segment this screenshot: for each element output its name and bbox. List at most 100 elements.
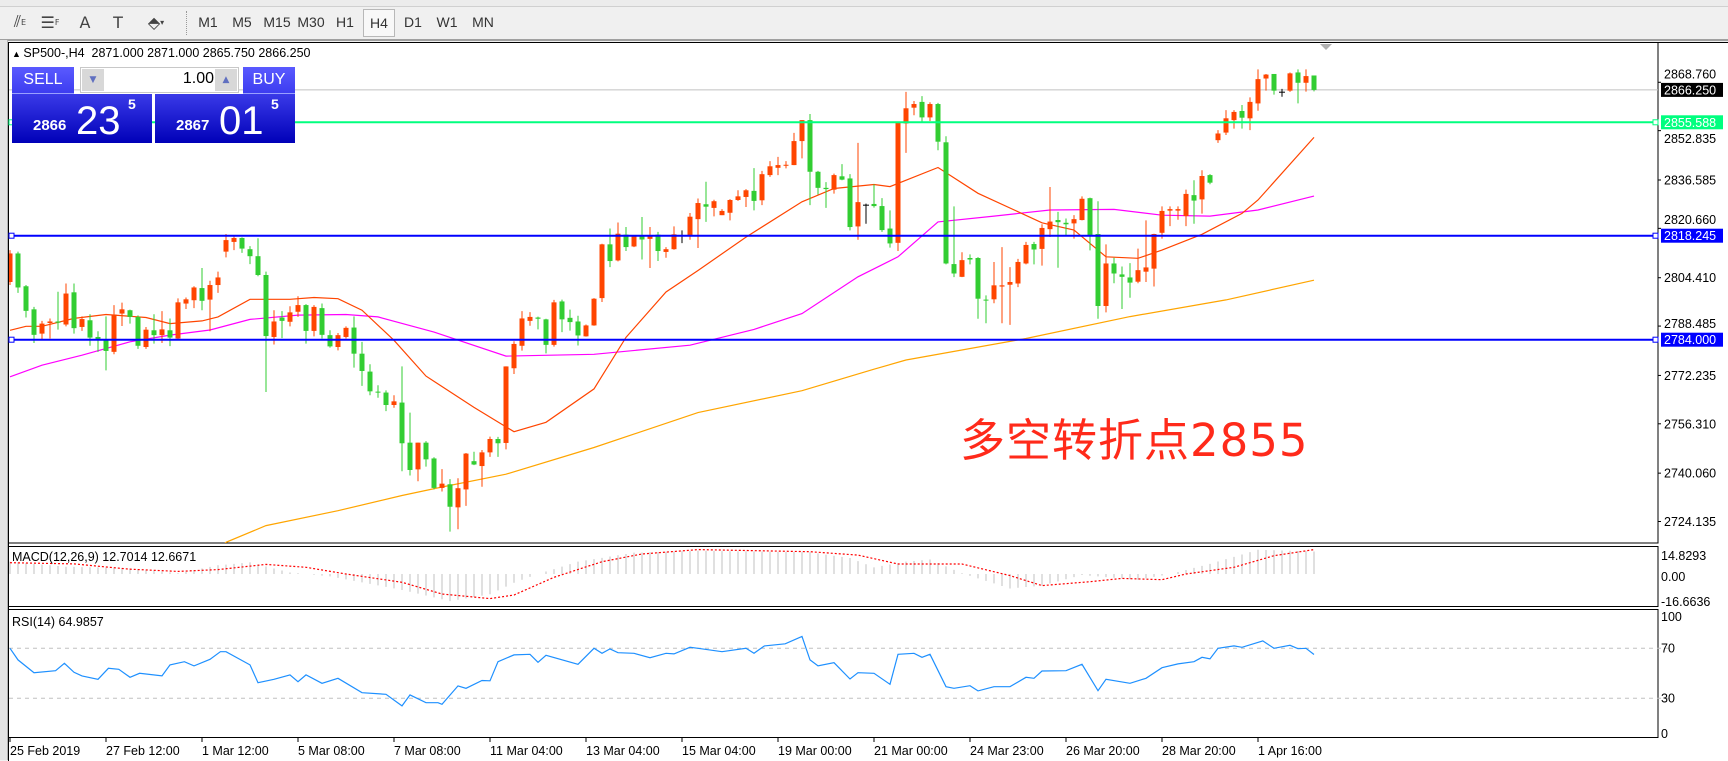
candle-body xyxy=(1007,281,1013,285)
buy-price-button[interactable]: 2867 01 5 xyxy=(155,94,295,143)
candle-body xyxy=(303,305,309,331)
candle xyxy=(671,226,677,250)
candle xyxy=(31,306,37,344)
candle xyxy=(343,326,349,339)
lot-decrease-icon[interactable]: ▼ xyxy=(82,69,104,91)
candle-body xyxy=(87,320,93,338)
candle xyxy=(1079,196,1085,221)
candle-body xyxy=(599,244,605,299)
candle-body xyxy=(1127,277,1133,283)
timeframe-w1[interactable]: W1 xyxy=(436,14,458,30)
lot-size-input[interactable]: 1.00 xyxy=(182,70,214,87)
candle xyxy=(487,436,493,457)
buy-button[interactable]: BUY xyxy=(243,67,295,94)
candle-body xyxy=(751,190,757,201)
timeframe-m1[interactable]: M1 xyxy=(198,14,218,30)
symbol-info: SP500-,H4 xyxy=(23,46,85,60)
equidistant-channel-icon[interactable]: ⫽ E xyxy=(13,12,27,31)
candle-body xyxy=(623,234,629,248)
candle-body xyxy=(183,299,189,304)
candle xyxy=(15,251,21,293)
candle-body xyxy=(1239,111,1245,118)
candle-body xyxy=(511,343,517,369)
candle-body xyxy=(159,329,165,336)
candle xyxy=(1311,75,1317,92)
text-icon[interactable]: A xyxy=(79,12,91,32)
price-tick-label: 2788.485 xyxy=(1664,317,1716,331)
candle xyxy=(943,136,949,265)
candle xyxy=(967,254,973,265)
candle xyxy=(559,299,565,333)
rsi-pane-border xyxy=(8,609,1659,738)
sell-price-button[interactable]: 2866 23 5 xyxy=(12,94,152,143)
candle xyxy=(79,316,85,331)
candle xyxy=(791,132,797,166)
candle-body xyxy=(647,235,653,239)
candle-body xyxy=(815,171,821,188)
candle-body xyxy=(951,264,957,274)
sell-price-prefix: 2866 xyxy=(33,117,67,134)
timeframe-h1[interactable]: H1 xyxy=(336,14,354,30)
candle-body xyxy=(119,309,125,314)
candle-body xyxy=(447,484,453,507)
sell-price-pips: 23 xyxy=(76,99,121,143)
candle xyxy=(1135,248,1141,284)
price-tick-label: 2868.760 xyxy=(1664,67,1716,81)
chart-annotation-text[interactable]: 多空转折点2855 xyxy=(960,414,1309,467)
candle xyxy=(9,250,13,286)
timeframe-d1[interactable]: D1 xyxy=(404,14,422,30)
timeframe-m15[interactable]: M15 xyxy=(263,14,291,30)
candle-body xyxy=(167,330,173,338)
candle-body xyxy=(39,323,45,334)
line-price-label-bg xyxy=(1661,228,1723,243)
time-label: 5 Mar 08:00 xyxy=(298,744,365,758)
candle-body xyxy=(967,258,973,260)
ohlc-readout: 2871.000 2871.000 2865.750 2866.250 xyxy=(91,46,311,60)
candle xyxy=(423,441,429,467)
candle xyxy=(1303,69,1309,92)
candle-body xyxy=(1063,222,1069,225)
candle-body xyxy=(391,401,397,405)
timeframe-h4[interactable]: H4 xyxy=(363,9,395,37)
candle xyxy=(1183,189,1189,227)
candle xyxy=(807,114,813,206)
left-panel-edge xyxy=(0,40,8,760)
one-click-trading-panel: SELL ▼ 1.00 ▲ BUY 2866 23 5 2867 01 5 xyxy=(12,67,295,143)
candle xyxy=(1143,220,1149,282)
timeframe-m30[interactable]: M30 xyxy=(297,14,325,30)
candle xyxy=(1207,174,1213,185)
candle-body xyxy=(639,235,645,240)
candle-body xyxy=(671,234,677,250)
one-click-toggle-icon[interactable]: ▲ xyxy=(12,49,24,59)
candle xyxy=(135,315,141,349)
candle xyxy=(679,230,685,244)
lot-increase-icon[interactable]: ▲ xyxy=(215,69,237,91)
price-tick-label: 2836.585 xyxy=(1664,174,1716,188)
sell-button[interactable]: SELL xyxy=(12,67,74,94)
candle-body xyxy=(1087,198,1093,237)
candle-body xyxy=(79,319,85,327)
candle-body xyxy=(703,204,709,207)
lot-size-stepper[interactable]: ▼ 1.00 ▲ xyxy=(80,67,239,93)
fibonacci-icon[interactable]: ☰ F xyxy=(40,12,60,32)
buy-price-prefix: 2867 xyxy=(176,117,210,134)
candle-body xyxy=(895,121,901,243)
text-label-icon[interactable]: T xyxy=(113,12,123,32)
candle xyxy=(167,318,173,347)
candle xyxy=(239,237,245,253)
candle xyxy=(159,311,165,344)
candle xyxy=(263,271,269,392)
candle xyxy=(783,161,789,169)
line-price-label: 2818.245 xyxy=(1664,229,1716,243)
candle-body xyxy=(151,330,157,336)
candle xyxy=(711,199,717,217)
chart-window[interactable] xyxy=(8,42,1728,761)
candle-body xyxy=(567,317,573,323)
arrows-icon[interactable]: ⬘ ▾ xyxy=(147,12,165,32)
timeframe-m5[interactable]: M5 xyxy=(232,14,252,30)
candle xyxy=(615,222,621,262)
candle-body xyxy=(695,203,701,220)
candle xyxy=(1263,73,1269,91)
timeframe-mn[interactable]: MN xyxy=(472,14,494,30)
